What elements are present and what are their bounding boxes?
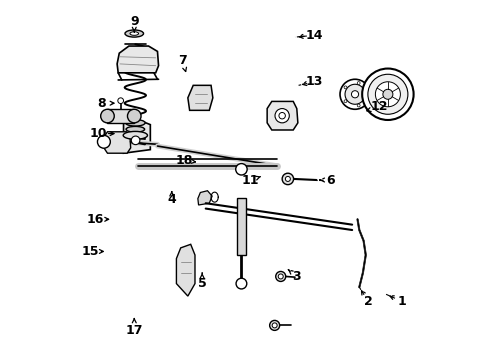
Text: 12: 12 [370,100,388,113]
Circle shape [375,82,400,107]
Bar [107,109,134,123]
Text: 18: 18 [175,154,193,167]
Circle shape [357,104,360,107]
Circle shape [236,163,247,175]
Text: 10: 10 [89,127,106,140]
Text: 2: 2 [364,295,372,308]
Ellipse shape [126,126,145,132]
Text: 1: 1 [398,295,407,308]
Text: 9: 9 [130,14,139,27]
Circle shape [98,135,110,148]
Circle shape [351,91,359,98]
Circle shape [275,109,289,123]
Circle shape [118,98,123,104]
Ellipse shape [123,131,147,139]
Text: 17: 17 [125,324,143,337]
Circle shape [276,271,286,282]
Ellipse shape [125,30,144,37]
Text: 13: 13 [306,75,323,88]
Text: 11: 11 [242,174,259,186]
Text: 5: 5 [198,277,206,290]
Polygon shape [198,191,212,205]
Circle shape [345,84,365,104]
Polygon shape [104,132,131,153]
Polygon shape [176,244,195,296]
Polygon shape [188,85,213,111]
Text: 14: 14 [306,29,323,42]
Circle shape [383,89,393,99]
Circle shape [236,278,247,289]
Circle shape [344,86,347,89]
Circle shape [362,68,414,120]
Circle shape [357,82,360,85]
Circle shape [366,93,368,96]
Circle shape [127,109,141,123]
Text: 8: 8 [97,97,106,110]
Polygon shape [267,102,298,130]
Ellipse shape [130,32,139,35]
Circle shape [368,74,408,114]
Circle shape [282,173,294,185]
Text: 3: 3 [293,270,301,283]
Circle shape [344,100,347,103]
Circle shape [100,109,114,123]
Text: 4: 4 [168,193,176,206]
Circle shape [131,136,140,145]
Polygon shape [117,46,159,73]
Circle shape [272,323,277,328]
Bar [237,198,246,255]
Circle shape [278,274,283,279]
Text: 7: 7 [178,54,187,67]
Text: 15: 15 [82,245,99,258]
Text: 6: 6 [326,174,335,186]
Text: 16: 16 [87,213,104,226]
Ellipse shape [125,120,145,126]
Polygon shape [123,119,150,153]
Circle shape [279,112,285,119]
Circle shape [340,79,370,109]
Circle shape [285,176,291,181]
Circle shape [270,320,280,330]
